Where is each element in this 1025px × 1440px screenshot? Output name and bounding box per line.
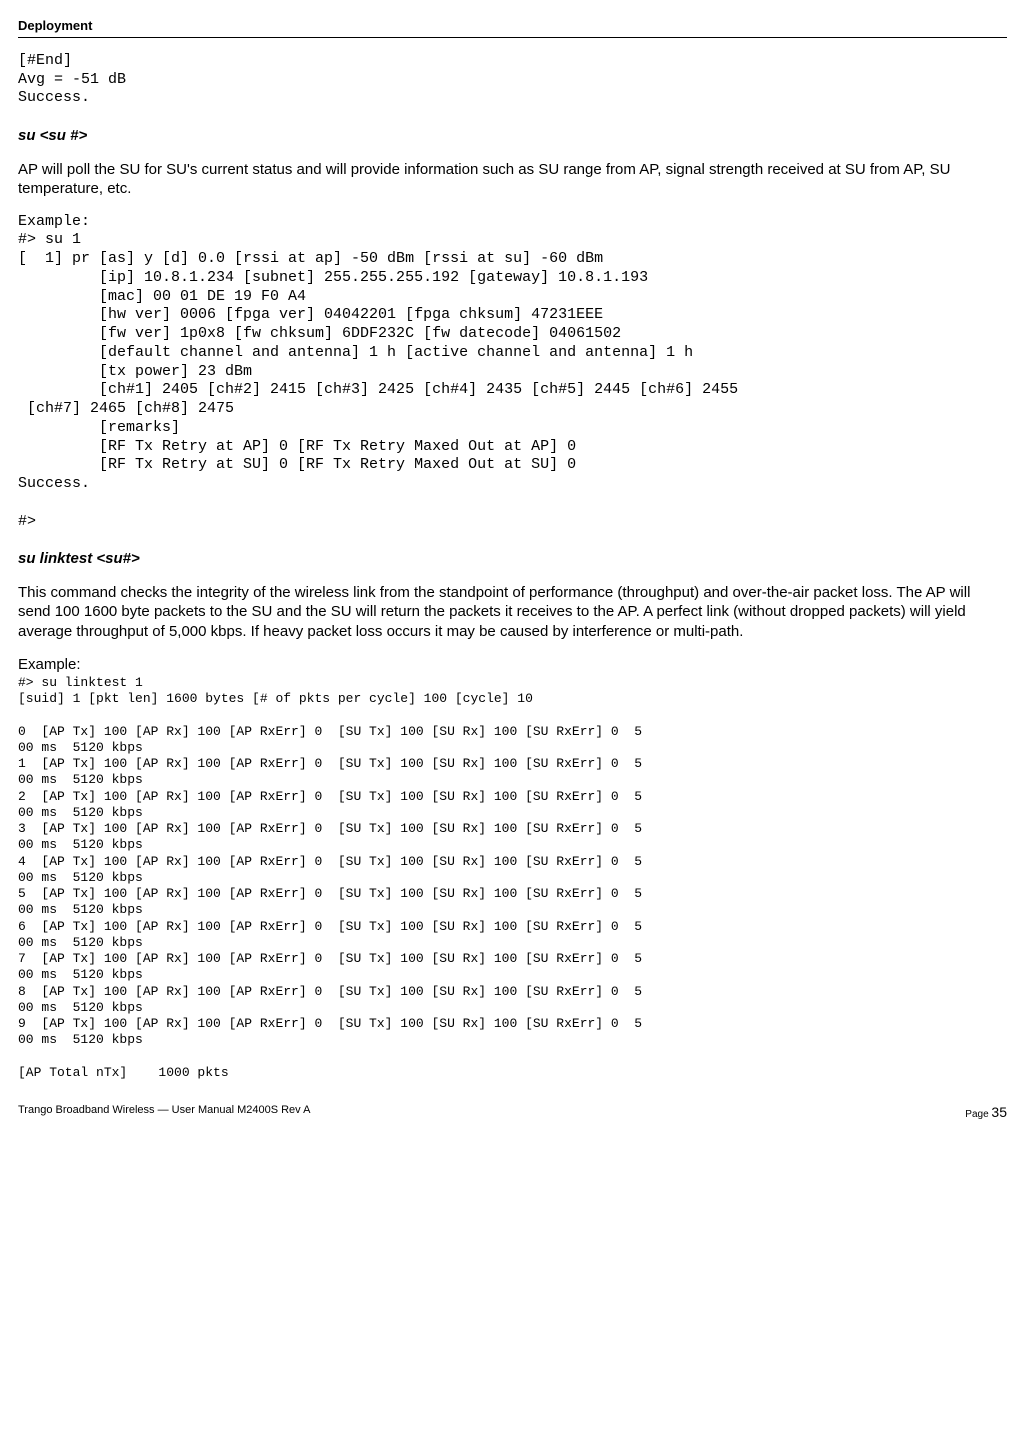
example-label-linktest: Example: <box>18 655 1007 675</box>
example-block-su: Example: #> su 1 [ 1] pr [as] y [d] 0.0 … <box>18 213 1007 532</box>
footer-page-number: 35 <box>991 1104 1007 1120</box>
example-block-linktest: #> su linktest 1 [suid] 1 [pkt len] 1600… <box>18 675 1007 1081</box>
section-para-linktest: This command checks the integrity of the… <box>18 583 1007 642</box>
footer-page: Page 35 <box>965 1103 1007 1121</box>
page-footer: Trango Broadband Wireless — User Manual … <box>18 1103 1007 1121</box>
section-title-linktest: su linktest <su#> <box>18 549 1007 569</box>
footer-left: Trango Broadband Wireless — User Manual … <box>18 1103 310 1121</box>
page-header: Deployment <box>18 18 1007 38</box>
section-para-su: AP will poll the SU for SU's current sta… <box>18 160 1007 199</box>
header-title: Deployment <box>18 18 92 33</box>
section-title-su: su <su #> <box>18 126 1007 146</box>
code-block-top: [#End] Avg = -51 dB Success. <box>18 52 1007 108</box>
footer-page-label: Page <box>965 1109 991 1120</box>
